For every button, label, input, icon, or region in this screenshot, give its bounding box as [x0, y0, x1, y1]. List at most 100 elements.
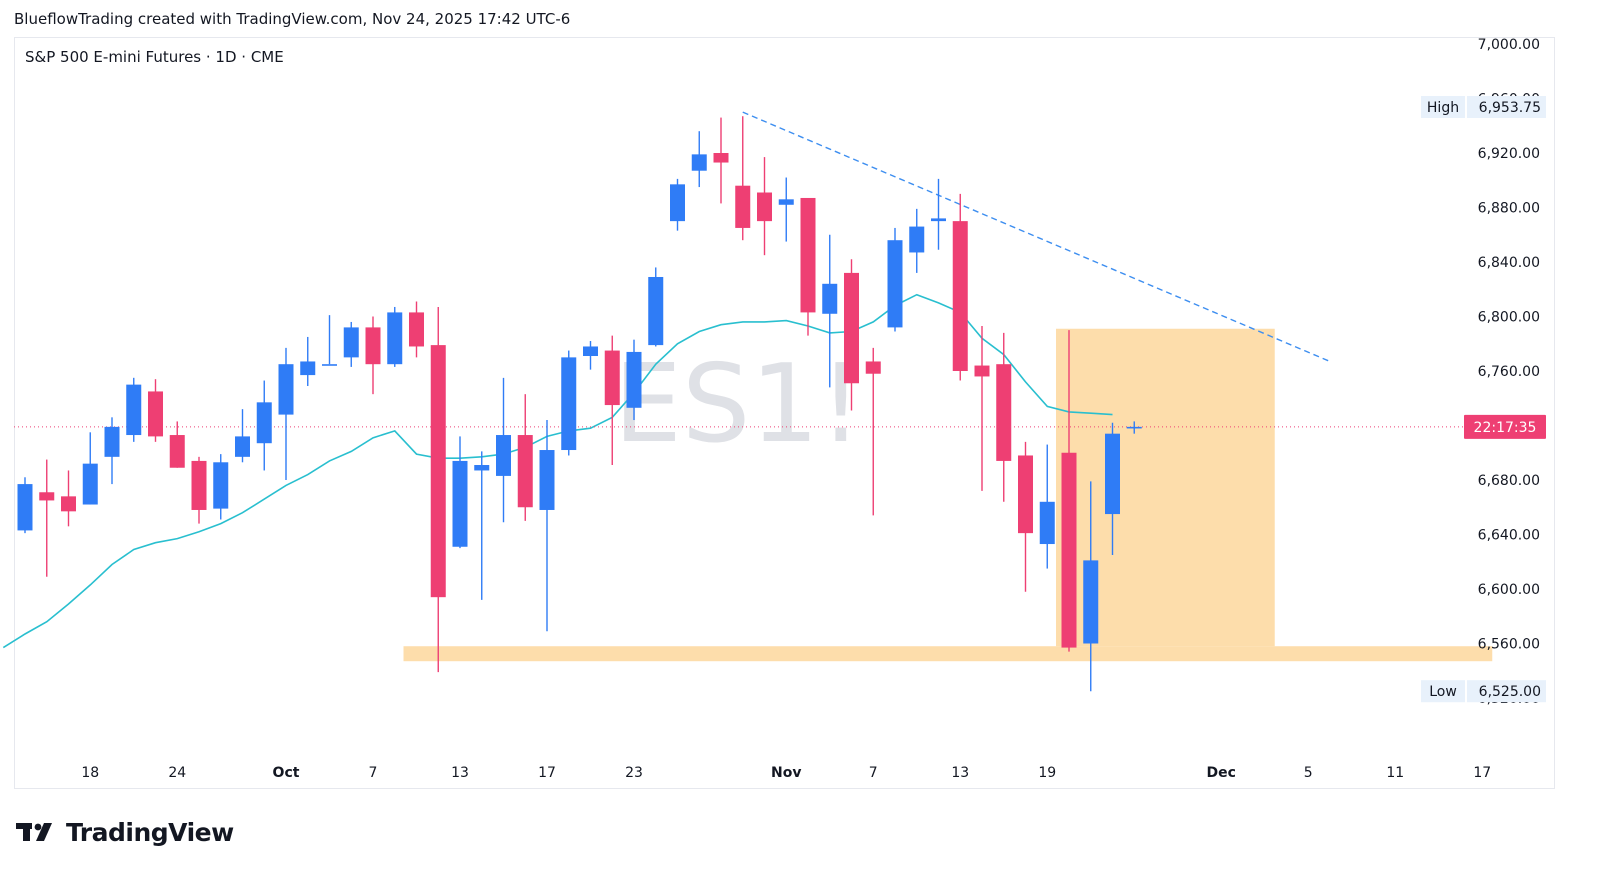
- tradingview-logo[interactable]: TradingView: [16, 815, 234, 849]
- candle-body: [1105, 433, 1120, 515]
- price-tick-label: 6,840.00: [1478, 255, 1540, 271]
- price-tick-label: 6,680.00: [1478, 473, 1540, 489]
- candle: [865, 347, 881, 516]
- time-tick-label: 11: [1386, 765, 1404, 781]
- price-tick-label: 6,760.00: [1478, 364, 1540, 380]
- candle-body: [278, 364, 294, 415]
- candle-body: [909, 226, 925, 253]
- time-tick-label: 13: [951, 765, 969, 781]
- candle: [452, 436, 468, 549]
- time-tick-label: 7: [369, 765, 378, 781]
- candle-body: [126, 384, 142, 436]
- candle-body: [974, 365, 990, 377]
- candle-body: [844, 272, 859, 384]
- price-tick-label: 6,600.00: [1478, 582, 1540, 598]
- candle: [583, 341, 598, 370]
- chart-frame: [14, 37, 1555, 789]
- candle: [952, 193, 968, 381]
- countdown-text: 22:17:35: [1474, 420, 1537, 436]
- candle-body: [713, 153, 729, 163]
- low-label-title: Low: [1429, 684, 1457, 700]
- candle-body: [452, 460, 468, 547]
- time-tick-label: 17: [1473, 765, 1491, 781]
- candle: [1039, 444, 1055, 569]
- candle-body: [517, 435, 533, 508]
- high-label: High 6,953.75: [1421, 96, 1546, 119]
- candle-body: [539, 450, 555, 510]
- candle-body: [82, 463, 98, 505]
- high-label-value: 6,953.75: [1479, 100, 1541, 116]
- candle: [213, 454, 229, 520]
- candle-body: [865, 361, 881, 374]
- candle-body: [648, 276, 664, 346]
- low-label-value-bg: [1467, 680, 1546, 703]
- candle: [670, 178, 685, 231]
- candle-body: [1126, 426, 1142, 429]
- price-tick-label: 6,920.00: [1478, 146, 1540, 162]
- time-tick-label: 5: [1304, 765, 1313, 781]
- high-label-value-bg: [1467, 96, 1546, 119]
- candle: [191, 456, 207, 524]
- candle-body: [800, 197, 816, 313]
- price-tick-label: 7,000.00: [1478, 37, 1540, 53]
- price-tick-label: 6,880.00: [1478, 201, 1540, 217]
- candle: [474, 451, 490, 600]
- candle: [1061, 330, 1077, 652]
- candle-body: [148, 391, 163, 437]
- candle-body: [996, 364, 1012, 461]
- tradingview-logo-icon: [16, 823, 52, 841]
- candle: [235, 409, 250, 463]
- price-tick-label: 6,640.00: [1478, 528, 1540, 544]
- countdown-label: 22:17:35: [1464, 414, 1546, 439]
- time-tick-label: Oct: [273, 765, 300, 781]
- candle: [148, 379, 163, 442]
- time-tick-label: Dec: [1207, 765, 1236, 781]
- candle-body: [256, 402, 272, 444]
- candle: [1018, 441, 1033, 592]
- symbol-watermark: ES1!: [614, 342, 863, 467]
- zone-2: [403, 646, 1493, 662]
- candle: [126, 377, 142, 442]
- moving-average-line: [2, 293, 1113, 649]
- candle-body: [1018, 455, 1033, 534]
- time-tick-label: 17: [538, 765, 556, 781]
- candle-body: [561, 357, 577, 451]
- candle-body: [604, 350, 620, 406]
- candle: [322, 315, 337, 366]
- candle: [844, 259, 859, 411]
- candle-body: [235, 436, 250, 457]
- candle: [496, 377, 511, 523]
- candle: [409, 301, 424, 358]
- candle: [300, 336, 316, 386]
- candle: [604, 335, 620, 466]
- candle-body: [343, 327, 359, 358]
- candle: [561, 350, 577, 456]
- candle: [735, 116, 751, 241]
- trendline: [742, 111, 1331, 363]
- candle: [887, 227, 903, 332]
- candle: [278, 347, 294, 480]
- candle: [974, 326, 990, 491]
- candle: [1126, 421, 1142, 434]
- symbol-title[interactable]: S&P 500 E-mini Futures · 1D · CME: [25, 48, 284, 66]
- candle: [909, 208, 925, 273]
- time-tick-label: 24: [168, 765, 186, 781]
- candle-body: [822, 283, 838, 314]
- candle-body: [39, 492, 55, 501]
- candle-body: [670, 184, 685, 222]
- moving-average-layer: [2, 293, 1113, 649]
- candle: [1105, 422, 1120, 555]
- low-label-title-bg: [1421, 680, 1465, 703]
- price-axis: 7,000.006,960.006,920.006,880.006,840.00…: [1478, 37, 1540, 707]
- time-tick-label: 18: [81, 765, 99, 781]
- candle-body: [1039, 501, 1055, 545]
- low-label-value: 6,525.00: [1479, 684, 1541, 700]
- candle: [713, 117, 729, 204]
- candle-body: [61, 496, 76, 512]
- price-tick-label: 6,560.00: [1478, 637, 1540, 653]
- candle-body: [952, 221, 968, 371]
- candle-body: [757, 192, 772, 222]
- candle: [996, 332, 1012, 502]
- candle: [931, 178, 946, 250]
